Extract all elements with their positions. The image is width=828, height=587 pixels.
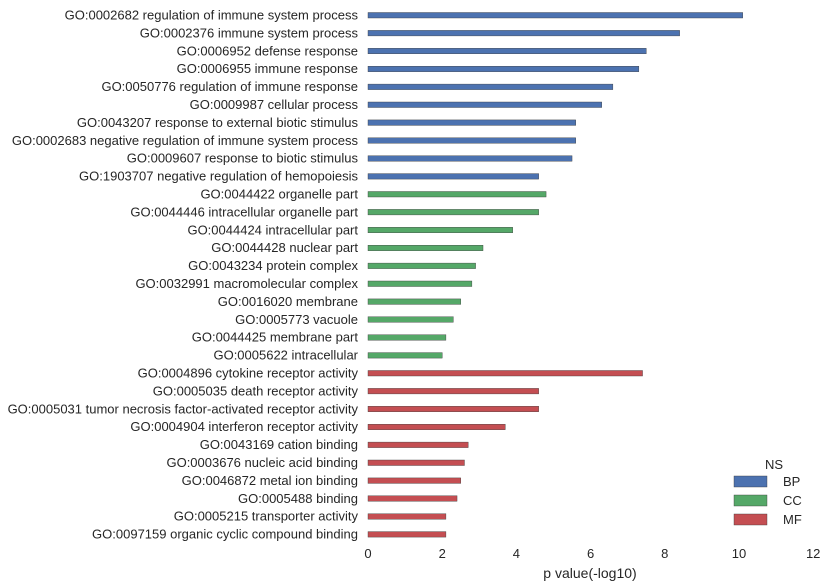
bar-cc (367, 352, 443, 359)
category-label: GO:0005622 intracellular (213, 348, 358, 363)
category-label: GO:0046872 metal ion binding (182, 473, 358, 488)
bar-cc (367, 298, 461, 305)
bar-cc (367, 334, 447, 341)
bar-bp (367, 12, 743, 19)
category-label: GO:0003676 nucleic acid binding (166, 455, 358, 470)
category-label: GO:0006952 defense response (177, 43, 358, 58)
bar-mf (367, 513, 447, 520)
category-label: GO:0002682 regulation of immune system p… (65, 8, 359, 23)
bar-mf (367, 406, 539, 412)
bar-bp (367, 83, 614, 90)
x-axis-title: p value(-log10) (543, 565, 636, 581)
x-tick-label: 6 (587, 546, 594, 561)
legend-label-bp: BP (783, 474, 800, 489)
bar-bp (367, 48, 647, 54)
category-label: GO:0044422 organelle part (200, 187, 358, 202)
category-label: GO:0044425 membrane part (192, 330, 359, 345)
category-label: GO:0032991 macromolecular complex (135, 276, 358, 291)
category-label: GO:0009607 response to biotic stimulus (127, 151, 359, 166)
bar-bp (367, 65, 640, 72)
legend-swatch-cc (733, 494, 768, 507)
bar-cc (367, 280, 473, 287)
bar-cc (367, 262, 476, 269)
category-label: GO:0097159 organic cyclic compound bindi… (92, 527, 358, 542)
bar-cc (367, 191, 547, 198)
bar-mf (367, 424, 506, 430)
category-label: GO:0043207 response to external biotic s… (77, 115, 359, 130)
category-label: GO:0044428 nuclear part (211, 240, 358, 255)
category-label: GO:0044424 intracellular part (187, 222, 358, 237)
category-label: GO:0016020 membrane (218, 294, 358, 309)
x-tick-label: 8 (661, 546, 668, 561)
bar-mf (367, 495, 458, 502)
bar-cc (367, 227, 513, 234)
category-label: GO:0044446 intracellular organelle part (130, 204, 358, 219)
legend-title: NS (765, 457, 783, 472)
bar-mf (367, 388, 539, 395)
bar-cc (367, 316, 454, 323)
x-tick-label: 0 (364, 546, 371, 561)
x-tick-label: 12 (806, 546, 820, 561)
category-label: GO:0005488 binding (238, 491, 358, 506)
bar-cc (367, 244, 484, 251)
bar-mf (367, 370, 643, 377)
x-tick-label: 2 (439, 546, 446, 561)
category-label: GO:0050776 regulation of immune response (101, 79, 358, 94)
bar-bp (367, 173, 539, 180)
category-label: GO:0002683 negative regulation of immune… (12, 133, 359, 148)
bar-mf (367, 459, 465, 466)
category-label: GO:0005031 tumor necrosis factor-activat… (8, 401, 359, 416)
x-tick-label: 10 (732, 546, 746, 561)
bar-bp (367, 30, 680, 37)
legend-label-mf: MF (783, 512, 802, 527)
legend-label-cc: CC (783, 493, 802, 508)
bar-mf (367, 441, 469, 448)
category-label: GO:0006955 immune response (177, 61, 358, 76)
category-label: GO:0005035 death receptor activity (153, 383, 359, 398)
bar-bp (367, 119, 576, 126)
legend-swatch-mf (733, 513, 768, 526)
category-label: GO:1903707 negative regulation of hemopo… (79, 169, 358, 184)
x-tick-label: 4 (513, 546, 520, 561)
category-label: GO:0009987 cellular process (190, 97, 359, 112)
category-label: GO:0005215 transporter activity (174, 509, 359, 524)
category-label: GO:0043169 cation binding (200, 437, 358, 452)
bar-mf (367, 477, 461, 484)
legend-swatch-bp (733, 475, 768, 488)
bar-cc (367, 209, 539, 216)
category-label: GO:0004904 interferon receptor activity (130, 419, 358, 434)
category-label: GO:0005773 vacuole (235, 312, 358, 327)
category-label: GO:0004896 cytokine receptor activity (138, 366, 359, 381)
bar-mf (367, 531, 447, 538)
bar-bp (367, 137, 576, 144)
bar-bp (367, 101, 602, 108)
bar-bp (367, 155, 573, 162)
legend: NS BP CC MF (733, 457, 802, 527)
category-label: GO:0002376 immune system process (140, 25, 359, 40)
category-label: GO:0043234 protein complex (188, 258, 358, 273)
